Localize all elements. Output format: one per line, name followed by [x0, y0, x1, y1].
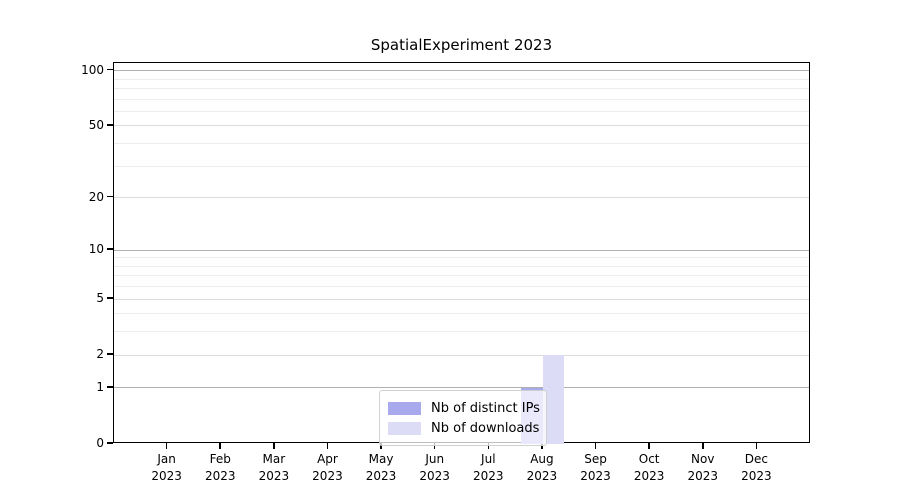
- gridline-100: [114, 70, 809, 72]
- y-tick-mark-0: [107, 442, 113, 444]
- gridline-20: [114, 197, 809, 199]
- x-tick-label-oct: Oct 2023: [633, 452, 665, 483]
- x-tick-label-nov: Nov 2023: [687, 452, 719, 483]
- x-tick-label-jan: Jan 2023: [151, 452, 182, 483]
- x-tick-label-sep: Sep 2023: [580, 452, 611, 483]
- legend-swatch-downloads: [388, 421, 421, 435]
- plot-area: Nb of distinct IPs Nb of downloads: [113, 62, 810, 446]
- gridline-minor-60: [114, 110, 809, 112]
- chart-title: SpatialExperiment 2023: [370, 36, 553, 54]
- x-tick-label-mar: Mar 2023: [258, 452, 290, 483]
- legend: Nb of distinct IPs Nb of downloads: [379, 390, 547, 446]
- x-tick-mark-may: [380, 443, 382, 449]
- gridline-10: [114, 249, 809, 251]
- gridline-minor-30: [114, 165, 809, 167]
- x-tick-mark-jan: [165, 443, 168, 449]
- y-tick-label-2: 2: [96, 347, 104, 362]
- x-tick-label-jul: Jul 2023: [473, 452, 504, 483]
- y-tick-label-10: 10: [88, 242, 104, 256]
- x-tick-mark-apr: [326, 443, 329, 449]
- legend-item-distinct-ips: Nb of distinct IPs: [388, 399, 540, 417]
- x-tick-mark-nov: [702, 443, 704, 449]
- x-tick-label-may: May 2023: [365, 452, 397, 483]
- x-tick-mark-jun: [433, 443, 436, 449]
- gridline-minor-40: [114, 143, 809, 145]
- gridline-minor-7: [114, 275, 809, 277]
- x-tick-mark-oct: [648, 443, 650, 449]
- x-tick-label-apr: Apr 2023: [312, 452, 343, 483]
- gridline-5: [114, 298, 809, 300]
- bar-aug-downloads: [542, 355, 565, 444]
- gridline-minor-9: [114, 257, 809, 259]
- legend-item-downloads: Nb of downloads: [388, 419, 540, 437]
- x-tick-mark-sep: [594, 443, 597, 449]
- gridline-1: [114, 387, 809, 389]
- y-tick-mark-20: [107, 195, 113, 198]
- legend-swatch-distinct-ips: [388, 401, 421, 415]
- y-tick-label-5: 5: [96, 291, 104, 306]
- gridline-2: [114, 354, 809, 356]
- gridline-minor-90: [114, 78, 809, 80]
- x-tick-label-jun: Jun 2023: [419, 452, 450, 483]
- x-tick-mark-jul: [487, 443, 490, 449]
- y-tick-label-20: 20: [88, 189, 104, 204]
- x-tick-label-feb: Feb 2023: [204, 452, 236, 483]
- gridline-minor-80: [114, 87, 809, 89]
- legend-label-distinct-ips: Nb of distinct IPs: [431, 400, 540, 416]
- x-tick-mark-mar: [273, 443, 275, 449]
- y-tick-label-1: 1: [96, 379, 104, 394]
- gridline-minor-8: [114, 265, 809, 267]
- y-tick-mark-100: [107, 68, 113, 71]
- gridline-minor-4: [114, 313, 809, 315]
- x-tick-mark-aug: [541, 443, 543, 449]
- y-tick-mark-10: [107, 248, 113, 250]
- gridline-minor-6: [114, 286, 809, 288]
- gridline-minor-70: [114, 98, 809, 100]
- y-tick-label-0: 0: [96, 436, 104, 450]
- legend-label-downloads: Nb of downloads: [431, 420, 540, 436]
- y-tick-mark-50: [107, 124, 113, 126]
- x-tick-label-aug: Aug 2023: [526, 452, 558, 483]
- y-tick-label-100: 100: [81, 62, 104, 77]
- y-tick-label-50: 50: [88, 117, 104, 132]
- x-tick-label-dec: Dec 2023: [741, 452, 772, 483]
- y-tick-mark-5: [107, 297, 113, 299]
- gridline-50: [114, 125, 809, 127]
- y-tick-mark-1: [107, 386, 113, 388]
- x-tick-mark-dec: [755, 443, 758, 449]
- y-tick-mark-2: [107, 353, 113, 355]
- x-tick-mark-feb: [219, 443, 221, 449]
- gridline-minor-3: [114, 331, 809, 333]
